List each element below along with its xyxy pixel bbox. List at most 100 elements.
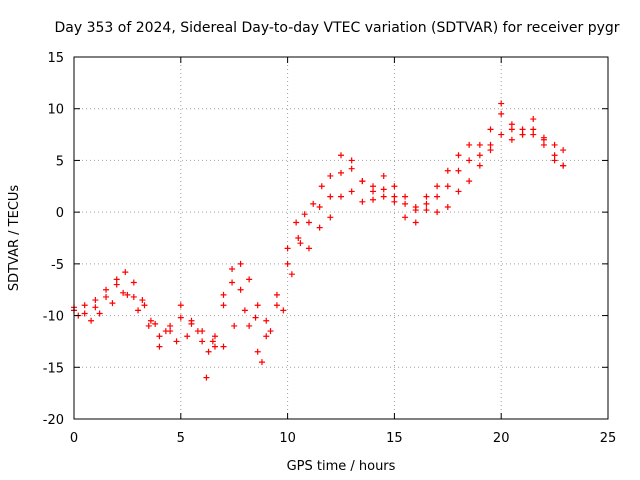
data-point (466, 178, 473, 185)
data-point (391, 198, 398, 205)
axis-ticks: 0 5 10 15 20 25 -20 -15 -10 -5 0 5 10 15 (43, 51, 617, 446)
data-point (530, 116, 537, 123)
data-point (370, 196, 377, 203)
data-point (327, 193, 334, 200)
data-point (487, 141, 494, 148)
data-point (293, 219, 300, 226)
data-point (122, 269, 129, 276)
x-tick-label: 20 (493, 431, 510, 446)
data-point (498, 110, 505, 117)
data-point (348, 165, 355, 172)
data-point (530, 131, 537, 138)
data-point (310, 200, 317, 207)
data-point (551, 141, 558, 148)
data-point (241, 307, 248, 314)
data-point (338, 169, 344, 176)
data-point (229, 279, 236, 286)
data-point (305, 219, 312, 226)
data-point (476, 141, 483, 148)
data-point (145, 322, 152, 329)
data-point (177, 302, 184, 309)
data-point (258, 359, 265, 366)
data-point (487, 147, 494, 154)
data-point (402, 200, 409, 207)
data-point (540, 141, 547, 148)
data-points (71, 100, 567, 381)
data-point (220, 291, 227, 298)
data-point (380, 172, 387, 179)
y-axis-label: SDTVAR / TECUs (7, 185, 22, 292)
data-point (237, 260, 244, 267)
data-point (229, 266, 236, 273)
data-point (412, 207, 419, 214)
data-point (156, 333, 163, 340)
y-tick-label: -20 (43, 413, 64, 428)
data-point (194, 328, 201, 335)
data-point (476, 152, 483, 159)
data-point (92, 297, 99, 304)
data-point (205, 348, 212, 355)
data-point (130, 279, 137, 286)
data-point (434, 183, 441, 190)
data-point (177, 314, 184, 321)
data-point (412, 219, 419, 226)
y-tick-label: 5 (56, 154, 64, 169)
data-point (231, 322, 238, 329)
data-point (508, 126, 515, 133)
data-point (444, 203, 451, 210)
data-point (423, 193, 430, 200)
plot-frame (73, 56, 609, 420)
data-point (284, 260, 291, 267)
data-point (380, 186, 387, 193)
data-point (211, 333, 218, 340)
data-point (211, 343, 218, 350)
data-point (519, 126, 526, 133)
data-point (508, 121, 515, 128)
data-point (156, 343, 163, 350)
data-point (209, 338, 216, 345)
data-point (88, 317, 95, 324)
y-tick-label: 15 (47, 51, 64, 66)
data-point (391, 183, 398, 190)
data-point (455, 152, 462, 159)
data-point (444, 183, 451, 190)
data-point (316, 203, 323, 210)
data-point (109, 300, 116, 307)
data-point (113, 276, 120, 283)
data-point (338, 152, 344, 159)
y-tick-label: -5 (51, 258, 64, 273)
x-tick-label: 15 (386, 431, 403, 446)
data-point (295, 235, 302, 241)
data-point (263, 317, 270, 324)
data-point (139, 297, 146, 304)
data-point (81, 310, 88, 317)
x-tick-label: 10 (279, 431, 296, 446)
data-point (476, 162, 483, 169)
data-point (273, 302, 280, 309)
data-point (220, 302, 227, 309)
data-point (263, 333, 270, 340)
data-point (444, 167, 451, 174)
data-point (540, 136, 547, 143)
data-point (466, 141, 473, 148)
data-point (551, 152, 558, 159)
data-point (508, 136, 515, 143)
data-point (167, 322, 174, 329)
data-point (173, 338, 180, 345)
data-point (254, 302, 261, 309)
data-point (284, 245, 291, 252)
data-point (434, 209, 441, 216)
data-point (359, 198, 366, 205)
x-tick-label: 5 (177, 431, 185, 446)
data-point (273, 291, 280, 298)
data-point (402, 193, 409, 200)
chart-title: Day 353 of 2024, Sidereal Day-to-day VTE… (54, 20, 619, 36)
x-axis-label: GPS time / hours (287, 459, 396, 474)
x-tick-label: 0 (70, 431, 78, 446)
data-point (124, 291, 131, 298)
data-point (103, 286, 110, 293)
data-point (184, 333, 191, 340)
data-point (434, 193, 441, 200)
data-point (120, 289, 127, 296)
data-point (560, 147, 567, 154)
